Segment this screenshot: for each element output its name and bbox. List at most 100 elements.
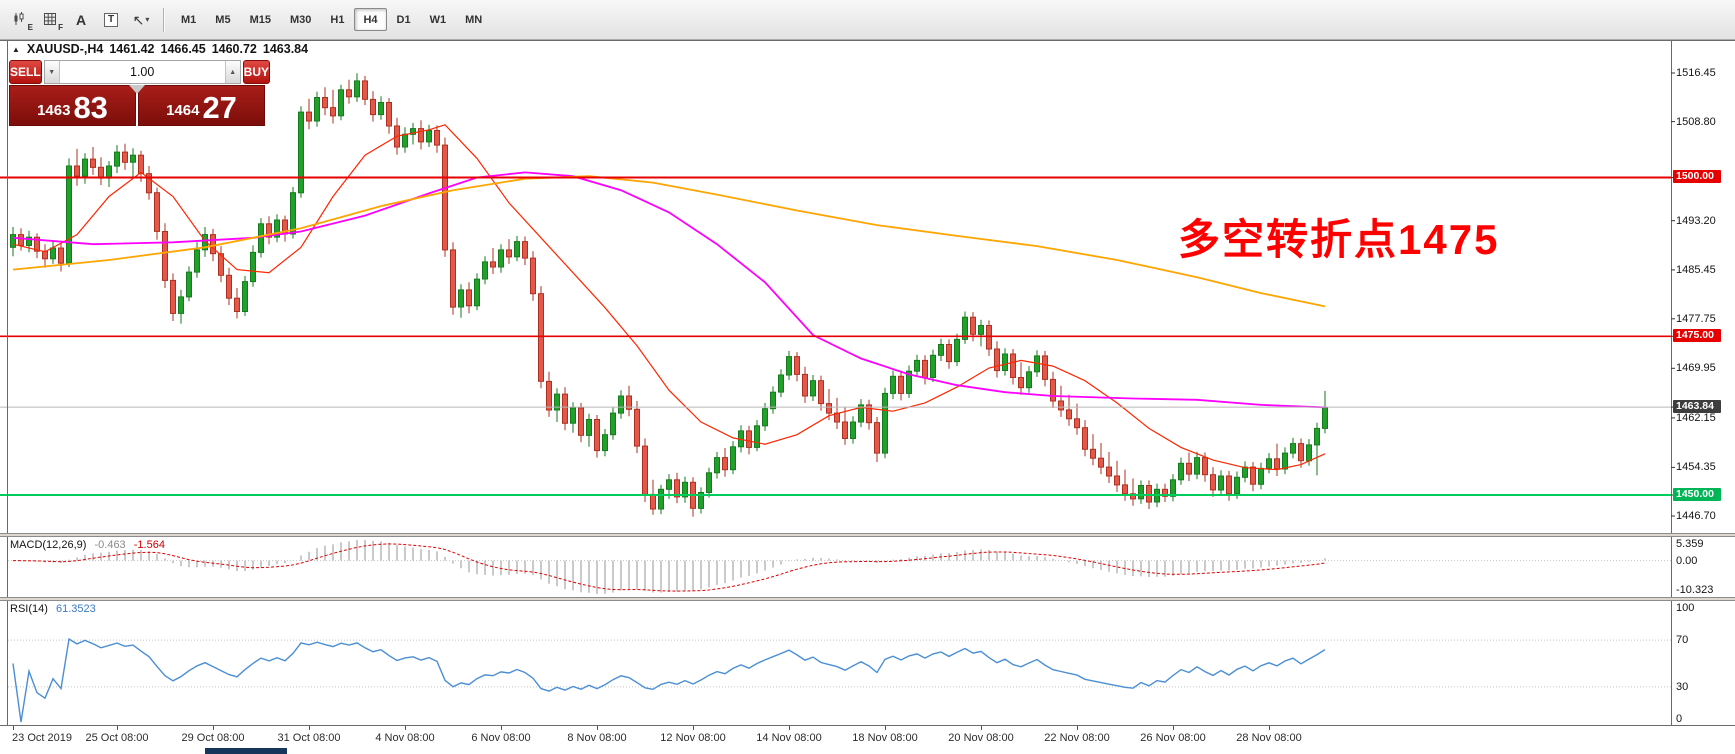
volume-decrease-button[interactable]: ▼ — [44, 61, 60, 83]
volume-input[interactable] — [59, 61, 225, 83]
chevron-down-icon: ▾ — [145, 15, 150, 24]
time-axis-tick — [788, 726, 790, 730]
text-box-icon[interactable]: T — [97, 6, 125, 33]
price-badge-1475.00: 1475.00 — [1673, 329, 1721, 343]
panel-splitter-macd[interactable] — [0, 533, 1735, 537]
timeframe-button-m1[interactable]: M1 — [181, 13, 197, 26]
time-axis-label: 29 Oct 08:00 — [181, 732, 245, 744]
rsi-pane[interactable]: RSI(14) 61.3523 100 70 30 0 — [0, 601, 1735, 726]
buy-button[interactable]: BUY — [242, 60, 271, 84]
trade-panel-toggle-icon[interactable]: ▲ — [12, 44, 20, 54]
ohlc-open: 1461.42 — [109, 42, 155, 56]
candlestick-chart-icon[interactable]: E — [7, 6, 35, 33]
time-axis-label: 28 Nov 08:00 — [1236, 732, 1302, 744]
time-axis-tick — [500, 726, 502, 730]
price-axis-label: 1446.70 — [1676, 510, 1716, 522]
grid-icon[interactable]: F — [37, 6, 65, 33]
price-badge-1450.00: 1450.00 — [1673, 488, 1721, 502]
sell-price-base: 1463 — [37, 102, 71, 119]
time-axis-label: 12 Nov 08:00 — [660, 732, 726, 744]
panel-splitter-rsi[interactable] — [0, 597, 1735, 601]
grid-glyph — [44, 12, 56, 25]
time-axis-label: 23 Oct 2019 — [12, 732, 72, 744]
price-badge-1500.00: 1500.00 — [1673, 170, 1721, 184]
price-axis-label: 1493.20 — [1676, 214, 1716, 227]
time-axis-label: 22 Nov 08:00 — [1044, 732, 1110, 744]
trade-panel-prices: 1463 83 1464 27 — [9, 85, 265, 126]
timeframe-button-d1[interactable]: D1 — [396, 13, 411, 26]
sell-button[interactable]: SELL — [9, 60, 42, 84]
price-axis-label: 1508.80 — [1676, 115, 1716, 128]
time-axis-tick — [12, 726, 14, 730]
time-axis-label: 8 Nov 08:00 — [567, 732, 627, 744]
sub-letter-e: E — [27, 23, 33, 32]
candlestick-chart[interactable] — [0, 40, 1735, 533]
rsi-axis-label: 70 — [1676, 634, 1689, 647]
macd-axis-label: 0.00 — [1676, 554, 1698, 567]
time-axis-tick — [884, 726, 886, 730]
macd-main-value: -0.463 — [94, 539, 126, 551]
price-axis-label: 1516.45 — [1676, 67, 1716, 79]
time-axis-label: 14 Nov 08:00 — [756, 732, 822, 744]
time-axis-tick — [116, 726, 118, 730]
time-axis-label: 6 Nov 08:00 — [471, 732, 531, 744]
text-a-icon[interactable]: A — [67, 6, 95, 33]
volume-increase-button[interactable]: ▲ — [224, 61, 240, 83]
spread-marker-icon — [129, 85, 145, 94]
macd-pane[interactable]: MACD(12,26,9) -0.463 -1.564 5.359 0.00 -10… — [0, 537, 1735, 597]
time-axis-label: 31 Oct 08:00 — [277, 732, 341, 744]
price-badge-1463.84: 1463.84 — [1673, 400, 1721, 414]
rsi-label: RSI(14) 61.3523 — [10, 603, 96, 615]
timeframe-button-m30[interactable]: M30 — [289, 13, 312, 26]
timeframe-button-mn[interactable]: MN — [465, 13, 483, 26]
macd-label: MACD(12,26,9) -0.463 -1.564 — [10, 539, 165, 551]
rsi-axis-label: 30 — [1676, 680, 1689, 693]
sell-price-display[interactable]: 1463 83 — [9, 85, 136, 126]
rsi-axis-label: 0 — [1676, 713, 1683, 725]
bottom-dark-strip — [205, 748, 287, 754]
main-chart-pane[interactable]: ▲ XAUUSD-,H4 1461.42 1466.45 1460.72 146… — [0, 40, 1735, 533]
cursor-tool-icon[interactable]: ↖ ▾ — [127, 6, 155, 33]
macd-axis-label: -10.323 — [1676, 584, 1714, 596]
time-axis-label: 18 Nov 08:00 — [852, 732, 918, 744]
price-axis-label: 1477.75 — [1676, 312, 1716, 325]
buy-price-display[interactable]: 1464 27 — [138, 85, 265, 126]
macd-title: MACD(12,26,9) — [10, 539, 87, 551]
time-axis-tick — [212, 726, 214, 730]
ohlc-close: 1463.84 — [262, 42, 309, 56]
time-axis-tick — [308, 726, 310, 730]
time-axis[interactable]: 23 Oct 2019 25 Oct 08:00 29 Oct 08:00 31 Oc… — [0, 726, 1735, 754]
time-axis-label: 20 Nov 08:00 — [948, 732, 1014, 744]
price-axis-label: 1485.45 — [1676, 263, 1716, 276]
symbol-name: XAUUSD-,H4 — [26, 42, 104, 56]
price-axis-label: 1462.15 — [1676, 411, 1716, 424]
timeframe-button-m5[interactable]: M5 — [215, 13, 231, 26]
candlestick-glyph — [14, 11, 24, 25]
rsi-title: RSI(14) — [10, 603, 48, 615]
time-axis-tick — [980, 726, 982, 730]
toolbar: E F A T ↖ ▾ — [0, 0, 1735, 40]
time-axis-tick — [692, 726, 694, 730]
ohlc-low: 1460.72 — [211, 42, 257, 56]
toolbar-separator — [163, 7, 165, 32]
chart-tools-group: E F A T ↖ ▾ — [6, 0, 156, 39]
rsi-axis-label: 100 — [1676, 602, 1695, 614]
timeframe-toolbar: M1 M5 M15 M30 H1 H4 D1 W1 MN — [172, 0, 492, 39]
buy-price-pips: 27 — [202, 90, 237, 125]
timeframe-button-w1[interactable]: W1 — [429, 13, 447, 26]
timeframe-button-h4[interactable]: H4 — [354, 8, 387, 31]
timeframe-button-h1[interactable]: H1 — [330, 13, 345, 26]
time-axis-label: 26 Nov 08:00 — [1140, 732, 1206, 744]
time-axis-tick — [596, 726, 598, 730]
time-axis-tick — [1172, 726, 1174, 730]
one-click-trade-panel: SELL ▼ ▲ BUY 1463 83 1464 27 — [9, 60, 271, 126]
time-axis-tick — [1268, 726, 1270, 730]
price-axis-label: 1469.95 — [1676, 362, 1716, 375]
volume-stepper: ▼ ▲ — [43, 60, 241, 84]
trade-panel-controls: SELL ▼ ▲ BUY — [9, 60, 271, 84]
symbol-ohlc-label: ▲ XAUUSD-,H4 1461.42 1466.45 1460.72 146… — [12, 42, 308, 56]
chart-annotation-text: 多空转折点1475 — [1178, 216, 1500, 263]
rsi-chart — [0, 601, 1735, 726]
timeframe-button-m15[interactable]: M15 — [249, 13, 271, 26]
